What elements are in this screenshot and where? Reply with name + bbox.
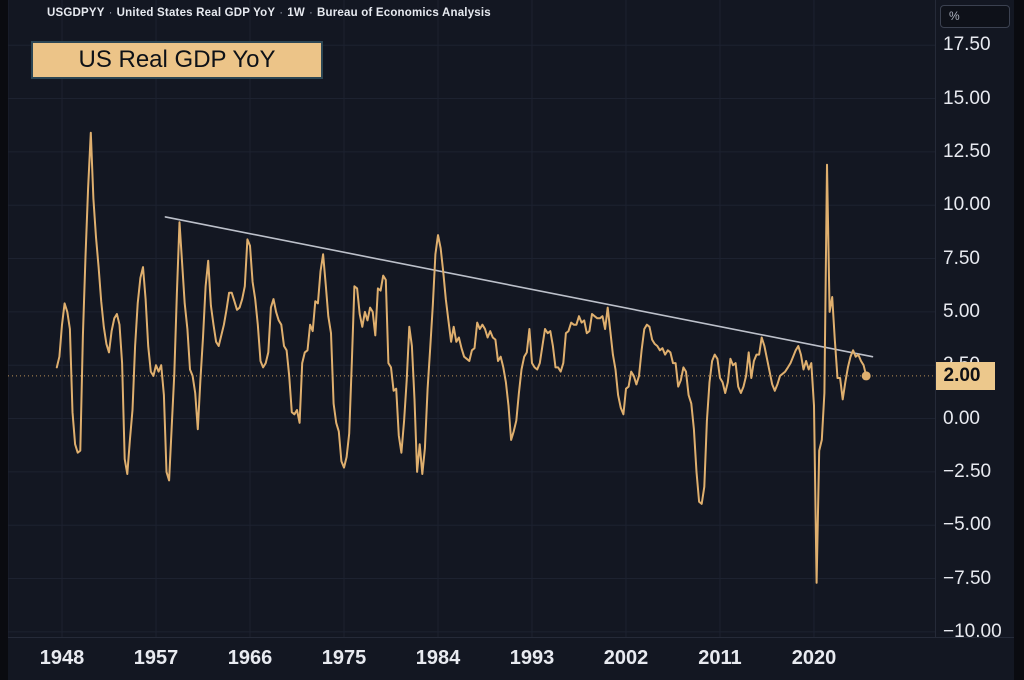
price-axis[interactable]: % 17.5015.0012.5010.007.505.002.500.00−2… [935, 0, 1014, 637]
price-tick-label: 7.50 [943, 247, 980, 269]
price-tick-label: −7.50 [943, 567, 992, 589]
separator-dot: · [279, 7, 284, 19]
time-tick-label: 1948 [39, 647, 85, 669]
time-axis[interactable]: 1948 1957 1966 1975 1984 1993 2002 2011 2020 [0, 637, 1014, 680]
right-edge-strip [1014, 0, 1024, 680]
chart-title-callout[interactable]: US Real GDP YoY [31, 41, 323, 79]
symbol-interval[interactable]: 1W [287, 7, 305, 19]
time-tick-label: 1957 [133, 647, 179, 669]
gdp-line-series[interactable] [55, 131, 868, 584]
price-tick-label: −5.00 [943, 514, 992, 536]
left-edge-strip [0, 0, 8, 680]
price-tick-label: 15.00 [943, 87, 991, 109]
price-tick-label: −2.50 [943, 460, 992, 482]
price-tick-label: 17.50 [943, 34, 991, 56]
time-tick-label: 1993 [509, 647, 555, 669]
symbol-name[interactable]: USGDPYY [47, 7, 105, 19]
last-price-badge: 2.00 [936, 361, 995, 390]
separator-dot: · [308, 7, 313, 19]
price-tick-label: 10.00 [943, 194, 991, 216]
time-tick-label: 2011 [698, 647, 742, 669]
last-value-dot [861, 371, 871, 381]
time-tick-label: 1966 [227, 647, 273, 669]
symbol-description: United States Real GDP YoY [116, 7, 276, 19]
chart-plot-area[interactable] [0, 0, 935, 637]
chart-canvas[interactable] [0, 0, 935, 637]
separator-dot: · [108, 7, 113, 19]
unit-percent-button[interactable]: % [940, 5, 1010, 28]
price-tick-label: −10.00 [943, 620, 1002, 637]
price-tick-label: 5.00 [943, 300, 980, 322]
time-tick-label: 2002 [603, 647, 649, 669]
trendline-drawing[interactable] [164, 216, 874, 358]
time-tick-label: 2020 [791, 647, 837, 669]
time-tick-label: 1984 [415, 647, 461, 669]
symbol-source: Bureau of Economics Analysis [316, 7, 491, 19]
price-tick-label: 0.00 [943, 407, 980, 429]
time-tick-label: 1975 [321, 647, 367, 669]
symbol-header[interactable]: USGDPYY · United States Real GDP YoY · 1W · Bu… [47, 7, 491, 19]
price-tick-label: 12.50 [943, 140, 991, 162]
